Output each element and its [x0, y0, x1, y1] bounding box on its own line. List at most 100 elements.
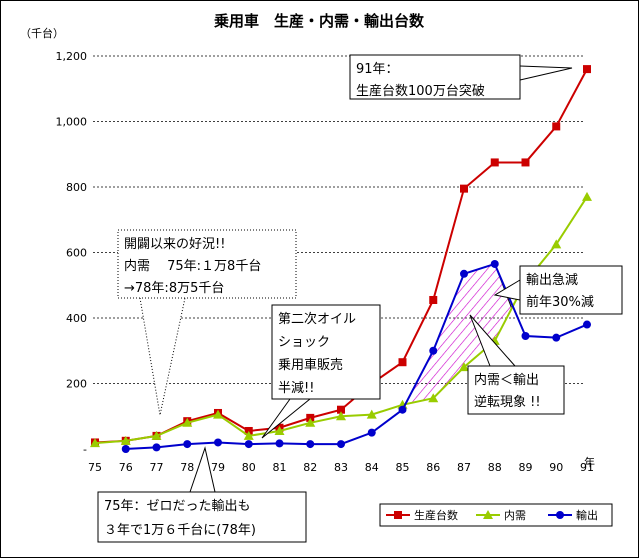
annotation-boom: 開闢以来の好況!! 内需 75年:１万8千台 →78年:8万5千台	[117, 229, 297, 416]
data-point	[582, 191, 592, 201]
callout-text: 内需＜輸出	[474, 372, 539, 388]
x-tick-label: 84	[365, 461, 379, 474]
callout-text: ショック	[278, 335, 330, 350]
data-point	[244, 440, 253, 449]
y-axis-ticks: - 200 400 600 800 1,000 1,200	[56, 50, 88, 456]
chart-title: 乗用車 生産・内需・輸出台数	[214, 12, 425, 30]
callout-box	[467, 365, 565, 415]
y-tick-label: 1,000	[56, 116, 88, 129]
callout-text: 輸出急減	[526, 272, 578, 288]
data-point	[367, 428, 376, 437]
legend: 生産台数 内需 輸出	[379, 503, 613, 527]
callout-box	[519, 265, 623, 315]
callout-box	[271, 304, 381, 400]
x-tick-label: 81	[273, 461, 287, 474]
data-point	[583, 65, 591, 74]
series-layer	[90, 65, 592, 453]
x-tick-label: 88	[488, 461, 502, 474]
data-point	[459, 362, 469, 372]
x-tick-label: 79	[211, 461, 225, 474]
data-point	[521, 158, 530, 167]
data-point	[336, 411, 346, 421]
legend-label: 生産台数	[414, 508, 458, 522]
callout-pointer	[189, 446, 216, 493]
y-tick-label: 200	[66, 378, 87, 391]
callout-text: ３年で1万６千台に(78年)	[104, 523, 256, 538]
data-point	[398, 358, 407, 367]
callout-box	[349, 54, 521, 100]
annotation-export-1975: 75年：ゼロだった輸出も ３年で1万６千台に(78年)	[97, 446, 307, 543]
x-tick-label: 90	[549, 461, 563, 474]
x-tick-label: 89	[519, 461, 533, 474]
data-point	[490, 158, 499, 167]
legend-label: 輸出	[576, 508, 598, 522]
data-point	[337, 440, 345, 449]
legend-marker	[483, 510, 493, 519]
y-tick-label: -	[83, 443, 87, 456]
x-tick-label: 76	[119, 461, 133, 474]
data-point	[152, 443, 161, 452]
x-tick-label: 91	[580, 461, 594, 474]
data-point	[490, 259, 499, 268]
data-point	[182, 417, 193, 427]
data-point	[183, 440, 192, 449]
data-point	[274, 425, 285, 435]
callout-text: 半減!!	[278, 380, 314, 396]
data-point	[121, 445, 130, 453]
x-tick-label: 85	[396, 461, 410, 474]
data-point	[90, 438, 100, 448]
callout-pointer	[493, 279, 521, 301]
x-tick-label: 87	[457, 461, 471, 474]
x-tick-label: 78	[180, 461, 194, 474]
y-tick-label: 400	[66, 312, 87, 325]
y-tick-label: 600	[66, 247, 87, 260]
data-point	[460, 269, 468, 278]
data-point	[428, 393, 439, 403]
y-tick-label: 800	[66, 181, 87, 194]
legend-marker	[394, 511, 402, 519]
x-tick-label: 77	[150, 461, 164, 474]
callout-text: →78年:8万5千台	[124, 281, 224, 296]
x-tick-label: 83	[334, 461, 348, 474]
data-point	[583, 320, 591, 329]
data-point	[337, 405, 345, 414]
x-tick-label: 80	[242, 461, 256, 474]
y-axis-unit: （千台）	[20, 26, 64, 40]
x-tick-label: 86	[426, 461, 440, 474]
callout-text: 内需 75年:１万8千台	[124, 258, 261, 274]
data-point	[305, 417, 316, 427]
callout-text: 第二次オイル	[278, 311, 356, 327]
data-point	[151, 430, 162, 440]
callout-text: 生産台数100万台突破	[356, 83, 485, 99]
x-tick-label: 75	[88, 461, 102, 474]
x-axis-unit: 年	[584, 455, 595, 469]
data-point	[120, 435, 131, 445]
callout-pointer	[261, 398, 311, 439]
y-tick-label: 1,200	[56, 50, 88, 63]
annotation-1991: 91年： 生産台数100万台突破	[349, 54, 573, 100]
callout-text: 逆転現象 !!	[474, 394, 541, 410]
data-point	[243, 430, 254, 440]
data-point	[551, 239, 562, 249]
data-point	[521, 332, 530, 341]
series-line	[125, 262, 588, 450]
callout-box	[117, 229, 297, 299]
callout-pointer	[519, 65, 573, 81]
data-point	[366, 409, 377, 419]
data-point	[213, 409, 223, 419]
x-axis-ticks: 75 76 77 78 79 80 81 82 83 84 85 86 87 88 89 90 91	[88, 461, 594, 474]
data-point	[398, 405, 407, 414]
callout-pointer	[469, 314, 516, 367]
data-point	[460, 184, 468, 193]
data-point	[275, 439, 284, 448]
data-point	[306, 440, 315, 449]
data-point	[214, 438, 222, 447]
callout-text: 前年30%減	[526, 294, 594, 310]
legend-label: 内需	[504, 508, 526, 522]
data-point	[429, 295, 438, 304]
